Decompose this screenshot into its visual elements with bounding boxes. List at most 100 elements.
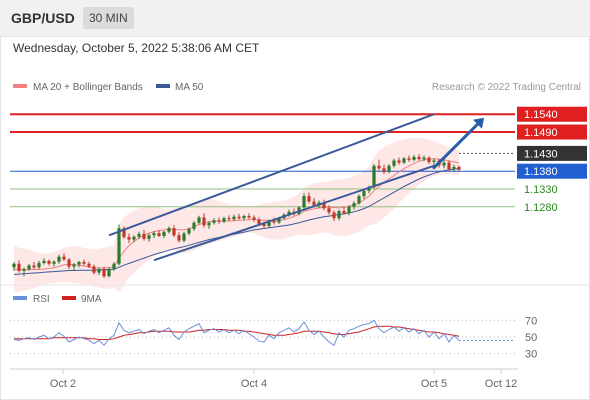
rsi-line [13, 319, 460, 347]
candle-body [227, 218, 231, 220]
candle-body [72, 264, 76, 267]
candle-body [242, 216, 246, 219]
rsi-legend-swatch [13, 296, 27, 300]
candle-body [342, 211, 346, 214]
ma50-legend-label: MA 50 [175, 82, 204, 93]
candle-body [217, 220, 221, 222]
candle-body [412, 156, 416, 160]
candle-body [182, 233, 186, 241]
candle-body [432, 160, 436, 162]
candle-body [447, 162, 451, 170]
candle-body [347, 206, 351, 214]
ma50-line [13, 167, 460, 275]
candle-body [442, 162, 446, 166]
x-tick-label: Oct 5 [421, 378, 447, 390]
datetime-label: Wednesday, October 5, 2022 5:38:06 AM CE… [13, 41, 260, 55]
ma9-legend-swatch [62, 296, 76, 300]
bollinger-band-layer [14, 137, 459, 293]
resistance-2-tag [517, 106, 587, 122]
candle-body [417, 156, 421, 160]
candle-body [287, 211, 291, 215]
candle-body [177, 235, 181, 241]
candle-body [407, 158, 411, 160]
resistance-1-tag-text: 1.1490 [524, 127, 558, 139]
candle-body [167, 228, 171, 232]
rsi-legend-label: RSI [33, 294, 50, 305]
candle-body [247, 216, 251, 218]
x-tick-label: Oct 4 [241, 378, 267, 390]
trend-upper-line [108, 113, 435, 237]
candle-body [377, 165, 381, 169]
candle-body [312, 201, 316, 206]
candle-body [392, 160, 396, 166]
candle-body [67, 259, 71, 267]
candle-body [117, 228, 121, 264]
candle-body [37, 263, 41, 268]
candle-body [262, 223, 266, 227]
candle-body [212, 220, 216, 223]
x-tick-label: Oct 2 [50, 378, 76, 390]
candle-body [22, 269, 26, 271]
candle-body [357, 196, 361, 204]
chart-header: GBP/USD 30 MIN [0, 0, 590, 37]
candle-body [427, 157, 431, 162]
candle-body [257, 219, 261, 224]
candle-body [162, 231, 166, 236]
candle-body [422, 157, 426, 160]
candle-body [82, 261, 86, 264]
bollinger-band-area [14, 137, 459, 293]
resistance-2-tag-text: 1.1540 [524, 109, 558, 121]
timeframe-button[interactable]: 30 MIN [83, 7, 134, 29]
candle-body [277, 218, 281, 223]
candle-body [42, 260, 46, 264]
candle-body [337, 211, 341, 219]
candle-body [47, 260, 51, 264]
current-price-tag-text: 1.1430 [524, 148, 558, 160]
ma9-line [14, 325, 460, 340]
candle-body [267, 221, 271, 227]
candle-body [12, 263, 16, 268]
trend-channel-layer [108, 113, 484, 262]
candle-body [152, 233, 156, 236]
candle-body [102, 269, 106, 277]
x-axis: Oct 2 Oct 4 Oct 5 Oct 12 [50, 369, 517, 390]
candle-body [307, 196, 311, 202]
candle-body [172, 228, 176, 236]
candle-body [87, 263, 91, 267]
ma20-legend-swatch [13, 84, 27, 88]
candle-body [272, 221, 276, 223]
resistance-1-tag [517, 124, 587, 140]
level-lines-layer [10, 113, 515, 208]
candle-body [17, 263, 21, 271]
candle-body [127, 237, 131, 240]
candle-body [372, 165, 376, 188]
candle-body [187, 228, 191, 234]
pivot-tag [517, 163, 587, 179]
candle-body [27, 265, 31, 270]
candle-body [252, 217, 256, 220]
candle-body [122, 228, 126, 238]
forecast-arrow-shaft [432, 121, 481, 170]
candle-body [107, 269, 111, 277]
credit-label: Research © 2022 Trading Central [432, 82, 581, 93]
candle-body [402, 158, 406, 163]
candle-body [92, 266, 96, 273]
candle-body [457, 166, 461, 170]
ma20-legend-label: MA 20 + Bollinger Bands [33, 82, 143, 93]
level-tags-layer: 1.1540 1.1490 1.1430 1.1380 1.1330 1.1280 [517, 106, 587, 214]
rsi-tick-70: 70 [525, 315, 537, 327]
pivot-tag-text: 1.1380 [524, 166, 558, 178]
candle-body [237, 216, 241, 219]
candle-body [327, 208, 331, 213]
candle-body [142, 233, 146, 239]
candle-body [97, 269, 101, 273]
candle-body [452, 166, 456, 170]
candle-body [352, 203, 356, 207]
support-1-label: 1.1330 [524, 184, 558, 196]
candle-body [157, 233, 161, 236]
candle-body [112, 263, 116, 270]
candle-body [382, 168, 386, 172]
candle-body [202, 217, 206, 226]
candle-body [322, 202, 326, 209]
